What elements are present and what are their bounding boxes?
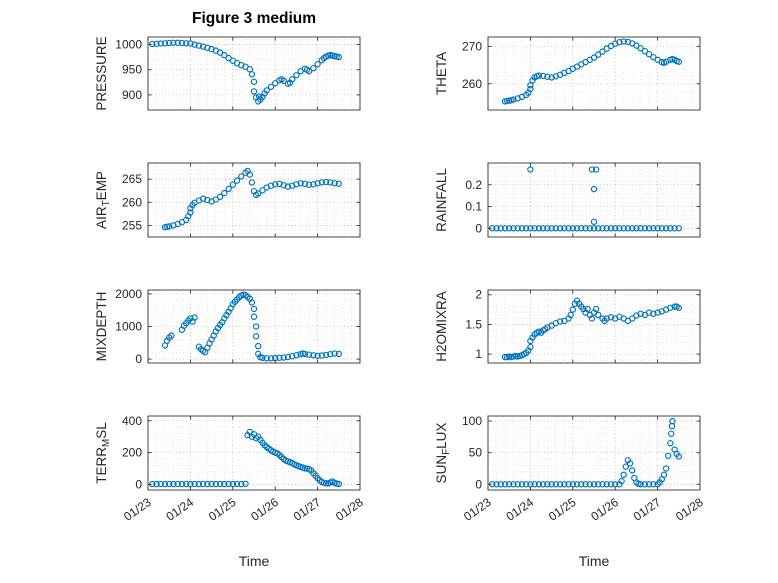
svg-text:01/25: 01/25 <box>546 495 579 524</box>
svg-text:950: 950 <box>122 63 142 77</box>
figure-title: Figure 3 medium <box>191 10 317 27</box>
axes-terr-msl <box>147 415 361 491</box>
svg-text:260: 260 <box>462 77 482 91</box>
svg-text:01/26: 01/26 <box>588 495 621 524</box>
xtick-labels-terr-msl: 01/23 01/24 01/25 01/26 01/27 01/28 <box>121 495 366 524</box>
axes-mixdepth <box>147 289 361 364</box>
axes-h2omixra <box>487 289 701 364</box>
svg-text:900: 900 <box>122 88 142 102</box>
svg-text:0: 0 <box>135 477 142 491</box>
svg-text:270: 270 <box>462 39 482 53</box>
markers-mixdepth <box>161 291 342 362</box>
ylabel-theta: THETA <box>434 52 449 95</box>
svg-text:2000: 2000 <box>115 287 142 301</box>
svg-text:400: 400 <box>122 414 142 428</box>
axes-theta <box>487 36 701 111</box>
ytick-labels-rainfall: 0 0.1 0.2 <box>465 178 482 236</box>
svg-text:0.1: 0.1 <box>465 200 482 214</box>
svg-text:255: 255 <box>122 218 142 232</box>
subplot-theta: 260 270 THETA <box>434 36 701 111</box>
ylabel-sun-flux: SUNFLUX <box>434 423 452 484</box>
svg-text:1.5: 1.5 <box>465 317 482 331</box>
ylabel-pressure: PRESSURE <box>94 36 109 110</box>
svg-text:1: 1 <box>475 347 482 361</box>
axes-sun-flux <box>487 415 701 491</box>
subplot-air-temp: 255 260 265 AIRTEMP <box>94 162 361 238</box>
svg-text:01/28: 01/28 <box>333 495 366 524</box>
subplot-mixdepth: 0 1000 2000 MIXDEPTH <box>94 287 361 366</box>
svg-text:01/26: 01/26 <box>248 495 281 524</box>
grid-h2omixra <box>487 290 701 363</box>
axes-rainfall <box>487 162 701 238</box>
markers-sun-flux <box>489 417 682 488</box>
svg-text:0: 0 <box>475 221 482 235</box>
markers-air-temp <box>161 167 342 231</box>
svg-text:2: 2 <box>475 288 482 302</box>
grid-terr-msl <box>147 416 361 490</box>
markers-pressure <box>149 39 342 105</box>
subplot-rainfall: 0 0.1 0.2 RAINFALL <box>434 162 701 238</box>
svg-text:01/23: 01/23 <box>121 495 154 524</box>
ylabel-air-temp: AIRTEMP <box>94 171 112 229</box>
svg-text:01/25: 01/25 <box>206 495 239 524</box>
svg-text:1000: 1000 <box>115 320 142 334</box>
ytick-labels-terr-msl: 0 200 400 <box>122 414 142 492</box>
svg-text:01/23: 01/23 <box>461 495 494 524</box>
svg-text:200: 200 <box>122 446 142 460</box>
ytick-labels-pressure: 900 950 1000 <box>115 38 142 102</box>
svg-text:100: 100 <box>462 414 482 428</box>
ytick-labels-h2omixra: 11.52 <box>465 288 482 361</box>
subplot-pressure: 900 950 1000 PRESSURE <box>94 36 361 111</box>
svg-text:01/28: 01/28 <box>673 495 706 524</box>
subplot-terr-msl: 0 200 400 01/23 01/24 01/25 01/26 01/27 01/28 TER… <box>94 414 366 524</box>
ytick-labels-sun-flux: 0 50 100 <box>462 414 482 491</box>
x-axis-label-left: Time <box>238 553 270 569</box>
svg-text:260: 260 <box>122 195 142 209</box>
svg-text:01/24: 01/24 <box>163 495 196 524</box>
ylabel-terr-msl: TERRMSL <box>94 422 112 484</box>
markers-theta <box>501 38 682 105</box>
subplot-sun-flux: 0 50 100 01/23 01/24 01/25 01/26 01/27 01/28 SUNF… <box>434 414 706 524</box>
axes-air-temp <box>147 162 361 238</box>
ytick-labels-theta: 260 270 <box>462 39 482 90</box>
x-axis-label-right: Time <box>578 553 610 569</box>
svg-text:01/27: 01/27 <box>291 495 324 524</box>
grid-theta <box>487 37 701 110</box>
markers-h2omixra <box>501 297 682 361</box>
markers-terr-msl <box>149 428 342 488</box>
ylabel-h2omixra: H2OMIXRA <box>434 291 449 362</box>
ylabel-mixdepth: MIXDEPTH <box>94 292 109 362</box>
svg-text:1000: 1000 <box>115 38 142 52</box>
ytick-labels-mixdepth: 0 1000 2000 <box>115 287 142 366</box>
ytick-labels-air-temp: 255 260 265 <box>122 172 142 232</box>
markers-rainfall <box>489 166 682 232</box>
svg-text:01/27: 01/27 <box>631 495 664 524</box>
svg-text:01/24: 01/24 <box>503 495 536 524</box>
axes-pressure <box>147 36 361 111</box>
svg-text:50: 50 <box>469 446 483 460</box>
svg-text:0: 0 <box>475 477 482 491</box>
svg-text:0: 0 <box>135 352 142 366</box>
svg-text:265: 265 <box>122 172 142 186</box>
ylabel-rainfall: RAINFALL <box>434 168 449 232</box>
xtick-labels-sun-flux: 01/23 01/24 01/25 01/26 01/27 01/28 <box>461 495 706 524</box>
svg-text:0.2: 0.2 <box>465 178 482 192</box>
